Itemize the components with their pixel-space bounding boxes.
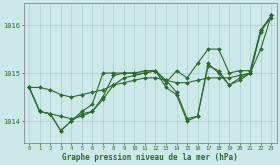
X-axis label: Graphe pression niveau de la mer (hPa): Graphe pression niveau de la mer (hPa): [62, 152, 238, 162]
